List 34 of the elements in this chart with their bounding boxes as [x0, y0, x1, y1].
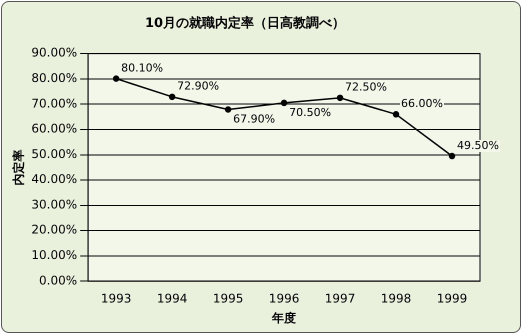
y-tick-label: 20.00% — [31, 222, 78, 237]
x-tick-label: 1994 — [156, 292, 188, 306]
data-label: 70.50% — [289, 106, 332, 119]
x-tick-label: 1993 — [100, 292, 132, 306]
data-label: 49.50% — [457, 138, 499, 152]
y-tick-label: 30.00% — [31, 197, 78, 212]
y-tick-label: 10.00% — [31, 248, 78, 262]
point — [392, 111, 400, 118]
chart-title: 10月の就職内定率（日高教調べ） — [144, 15, 346, 32]
point — [224, 106, 232, 113]
x-tick-label: 1999 — [436, 292, 468, 306]
y-tick-label: 90.00% — [31, 46, 78, 60]
point — [448, 152, 456, 160]
y-tick-label: 80.00% — [31, 71, 78, 86]
point — [280, 100, 288, 106]
data-label: 72.50% — [345, 80, 388, 94]
x-tick-label: 1998 — [380, 292, 412, 306]
data-label: 67.90% — [233, 112, 276, 126]
y-tick-label: 40.00% — [31, 172, 78, 186]
y-tick-label: 60.00% — [31, 122, 78, 136]
y-axis-title: 内定率 — [11, 149, 26, 186]
y-tick-label: 0.00% — [39, 273, 78, 288]
x-axis-title: 年度 — [271, 310, 296, 325]
point — [112, 75, 120, 82]
x-tick-label: 1996 — [268, 292, 300, 306]
data-label: 72.90% — [177, 80, 220, 93]
data-label: 80.10% — [121, 61, 164, 74]
y-tick-label: 50.00% — [31, 146, 78, 161]
y-tick-label: 70.00% — [31, 96, 78, 110]
data-label: 66.00% — [401, 97, 443, 110]
x-tick-label: 1997 — [324, 292, 356, 306]
point — [168, 94, 176, 100]
x-tick-label: 1995 — [212, 292, 244, 306]
point — [336, 94, 344, 102]
